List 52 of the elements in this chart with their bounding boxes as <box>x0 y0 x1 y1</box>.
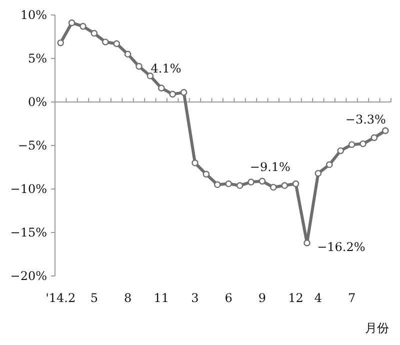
x-tick-label: 4 <box>314 291 322 305</box>
y-tick-label: 10% <box>20 8 47 22</box>
x-tick-label: 6 <box>224 291 232 305</box>
point <box>258 178 266 185</box>
annotation: −9.1% <box>250 160 290 174</box>
point <box>192 160 198 166</box>
x-tick-label: 12 <box>288 291 304 305</box>
point <box>158 84 165 92</box>
y-tick-label: −20% <box>10 269 47 283</box>
point <box>236 182 244 189</box>
point <box>113 40 120 48</box>
annotation: −16.2% <box>317 240 366 254</box>
point <box>68 19 76 26</box>
point <box>136 62 142 70</box>
annotation: −3.3% <box>345 112 386 126</box>
x-axis-title: 月份 <box>365 321 389 335</box>
point <box>57 39 64 46</box>
point <box>180 89 188 96</box>
point <box>80 22 86 30</box>
x-tick-label: 5 <box>90 291 98 305</box>
point <box>124 50 132 58</box>
point <box>314 170 322 177</box>
x-tick-label: 9 <box>258 291 266 305</box>
point <box>214 181 221 188</box>
x-tick-label: 3 <box>191 291 199 305</box>
point <box>248 178 254 186</box>
point <box>304 240 310 246</box>
point <box>146 72 154 80</box>
x-tick-label: '14.2 <box>46 291 76 305</box>
point <box>202 170 210 178</box>
point <box>270 184 277 191</box>
annotation: 4.1% <box>150 61 182 76</box>
y-tick-label: −10% <box>10 182 47 196</box>
point <box>90 30 98 37</box>
point <box>102 38 109 46</box>
y-tick-label: −5% <box>18 138 47 152</box>
point <box>360 140 366 148</box>
y-tick-label: 0% <box>28 95 47 109</box>
point <box>225 180 232 188</box>
y-tick-label: 5% <box>28 52 47 66</box>
point <box>337 147 344 154</box>
point <box>292 180 300 188</box>
y-tick-label: −15% <box>10 226 47 240</box>
point <box>281 182 288 189</box>
point <box>382 127 389 134</box>
x-tick-label: 8 <box>124 291 132 305</box>
point <box>169 90 176 98</box>
point <box>326 161 333 168</box>
point <box>370 134 378 142</box>
x-tick-label: 11 <box>154 291 170 305</box>
x-tick-label: 7 <box>348 291 356 305</box>
point <box>348 141 356 148</box>
